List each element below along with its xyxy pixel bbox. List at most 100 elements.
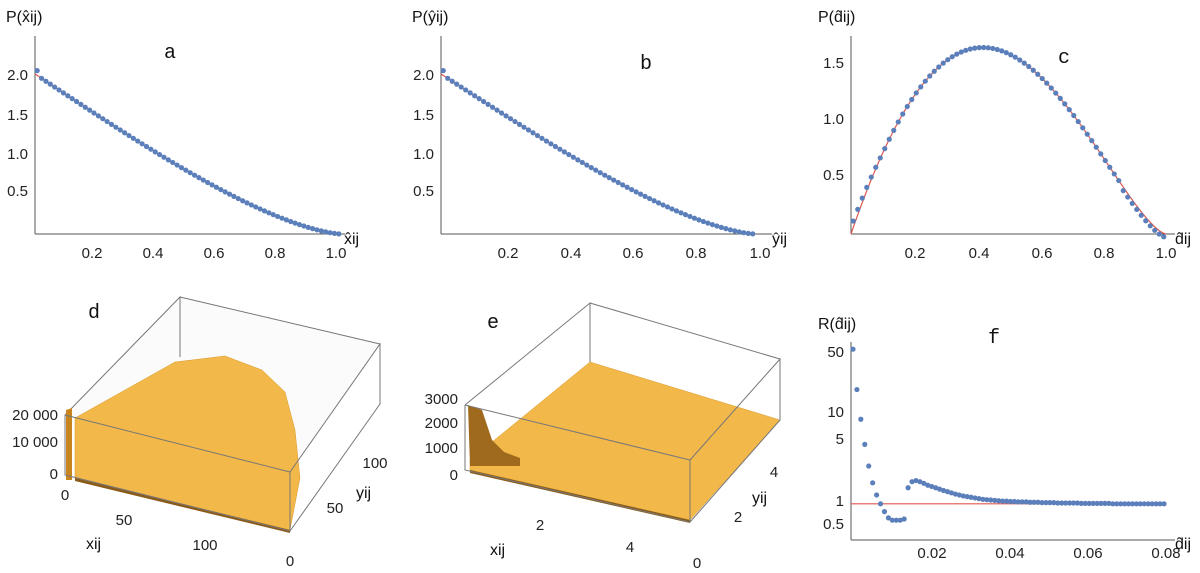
data-point xyxy=(682,212,689,218)
panel-b-letter: b xyxy=(640,53,652,76)
panel-c-xtick: 0.2 xyxy=(905,245,926,262)
data-point xyxy=(165,157,171,163)
data-point xyxy=(678,210,684,216)
data-point xyxy=(1106,500,1112,506)
data-point xyxy=(992,497,998,503)
data-point xyxy=(1008,52,1014,58)
panel-b-yticks: 0.5 1.0 1.5 2.0 xyxy=(413,67,434,200)
data-point xyxy=(135,138,141,144)
data-point xyxy=(575,157,581,163)
data-point xyxy=(1012,54,1018,60)
panel-c-ytick: 0.5 xyxy=(823,167,844,184)
data-point xyxy=(885,515,892,521)
data-point xyxy=(161,154,167,160)
data-point xyxy=(1075,118,1081,125)
data-point xyxy=(854,386,860,393)
data-point xyxy=(95,113,101,119)
data-point xyxy=(886,136,892,142)
data-point xyxy=(909,96,915,103)
data-point xyxy=(664,204,671,210)
panel-a-ytick: 2.0 xyxy=(7,67,28,84)
data-point xyxy=(1125,501,1132,507)
data-point xyxy=(897,517,903,523)
data-point xyxy=(1102,500,1108,506)
data-point xyxy=(1044,80,1050,86)
panel-e-xtick: 4 xyxy=(626,539,634,556)
data-point xyxy=(972,45,978,51)
data-point xyxy=(1102,157,1108,164)
data-point xyxy=(1129,501,1136,507)
panel-b-xtick: 0.4 xyxy=(561,245,582,262)
data-point xyxy=(200,177,206,183)
data-point xyxy=(1133,501,1140,507)
data-point xyxy=(967,46,973,52)
data-point xyxy=(209,182,215,188)
panel-f-ytick: 1 xyxy=(836,493,844,510)
data-point xyxy=(593,167,599,173)
data-point xyxy=(700,218,707,225)
data-point xyxy=(579,159,585,166)
data-point xyxy=(1055,500,1061,506)
panel-e-xlabel: xij xyxy=(490,542,505,559)
panel-d-ytick: 50 xyxy=(327,500,344,517)
panel-b-xlabel: ŷij xyxy=(772,231,787,248)
data-point xyxy=(1026,63,1032,70)
data-point xyxy=(47,81,53,87)
data-point xyxy=(454,81,460,87)
panel-d-zticks: 0 10 000 20 000 xyxy=(12,407,58,483)
data-point xyxy=(1116,177,1122,184)
panel-f-xtick: 0.06 xyxy=(1073,545,1102,562)
data-point xyxy=(34,68,40,74)
data-point xyxy=(1066,107,1072,113)
data-point xyxy=(557,146,563,152)
data-point xyxy=(1125,194,1131,200)
data-point xyxy=(1149,501,1155,507)
panel-a-ylabel: P(x̂ij) xyxy=(6,9,42,26)
data-point xyxy=(1062,500,1069,506)
data-point xyxy=(1027,499,1033,505)
data-point xyxy=(1057,95,1063,101)
panel-f: f R(d̂ij) d̂ij 0.02 0.04 0.06 0.08 0.5 1… xyxy=(818,316,1191,562)
data-point xyxy=(213,184,220,190)
panel-e-ylabel: yij xyxy=(752,490,767,507)
data-point xyxy=(954,51,960,57)
data-point xyxy=(917,479,923,485)
data-point xyxy=(516,121,523,127)
data-point xyxy=(170,159,176,166)
panel-f-letter: f xyxy=(988,327,1000,350)
data-point xyxy=(152,149,158,155)
data-point xyxy=(548,141,554,147)
data-point xyxy=(901,516,907,522)
data-point xyxy=(1152,227,1158,233)
data-point xyxy=(889,517,895,523)
data-point xyxy=(925,482,931,488)
data-point xyxy=(873,164,879,170)
data-point xyxy=(922,78,928,84)
data-point xyxy=(521,124,527,130)
data-point xyxy=(196,175,202,181)
data-point xyxy=(981,44,987,51)
data-point xyxy=(318,228,324,234)
data-point xyxy=(606,175,612,181)
panel-a-fit-curve xyxy=(34,73,342,235)
data-point xyxy=(985,45,991,51)
data-point xyxy=(292,220,298,226)
data-point xyxy=(534,132,541,139)
data-point xyxy=(52,84,58,90)
panel-f-ylabel: R(d̂ij) xyxy=(818,316,856,333)
data-point xyxy=(1039,500,1045,506)
data-point xyxy=(862,441,868,447)
data-point xyxy=(882,146,888,152)
data-point xyxy=(1019,499,1025,505)
data-point xyxy=(305,224,311,230)
data-point xyxy=(525,127,532,133)
data-point xyxy=(1129,200,1135,206)
data-point xyxy=(944,489,951,495)
panel-f-ytick: 5 xyxy=(836,431,844,448)
data-point xyxy=(936,64,942,70)
data-point xyxy=(638,191,644,197)
data-point xyxy=(222,189,228,195)
panel-c-ylabel: P(d̂ij) xyxy=(818,9,855,26)
data-point xyxy=(864,184,870,190)
